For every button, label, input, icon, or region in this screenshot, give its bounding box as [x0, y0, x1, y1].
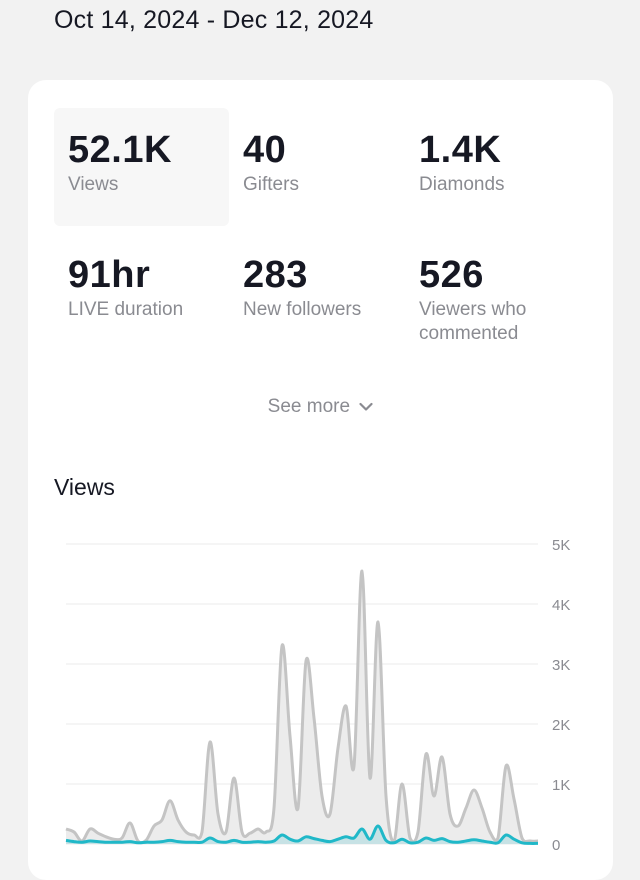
date-range: Oct 14, 2024 - Dec 12, 2024	[54, 6, 374, 34]
metric-new-followers[interactable]: 283 New followers	[229, 233, 404, 351]
metric-value: 40	[243, 129, 287, 171]
stats-card: 52.1K Views 40 Gifters 1.4K Diamonds 91h…	[28, 80, 613, 880]
y-tick-label: 1K	[552, 777, 570, 794]
metric-value: 283	[243, 254, 308, 296]
metric-gifters[interactable]: 40 Gifters	[229, 108, 404, 226]
metric-label: Gifters	[243, 174, 299, 195]
metric-value: 52.1K	[68, 129, 172, 171]
chart-title: Views	[54, 474, 115, 500]
y-tick-label: 3K	[552, 657, 570, 674]
metric-views[interactable]: 52.1K Views	[54, 108, 229, 226]
views-chart: 0 1K 2K 3K 4K 5K	[65, 537, 570, 853]
series-line-1	[65, 824, 539, 845]
metric-diamonds[interactable]: 1.4K Diamonds	[405, 108, 580, 226]
metric-label: LIVE duration	[68, 299, 184, 320]
y-tick-label: 2K	[552, 717, 570, 734]
y-tick-label: 4K	[552, 597, 570, 614]
series-area-0	[66, 570, 538, 844]
see-more-label: See more	[267, 396, 351, 418]
metric-value: 526	[419, 254, 484, 296]
metric-value: 91hr	[68, 254, 151, 296]
metric-label: Diamonds	[419, 174, 505, 195]
metric-live-duration[interactable]: 91hr LIVE duration	[54, 233, 229, 351]
y-tick-label: 5K	[552, 537, 570, 554]
metric-value: 1.4K	[419, 129, 502, 171]
metric-label: Views	[68, 174, 119, 195]
series-line-0	[65, 569, 539, 845]
metric-label: New followers	[243, 299, 362, 320]
chevron-down-icon	[359, 396, 373, 418]
see-more-button[interactable]: See more	[28, 396, 613, 418]
y-tick-label: 0	[552, 837, 560, 853]
metric-viewers-commented[interactable]: 526 Viewers who commented	[405, 233, 580, 351]
metric-label: Viewers who commented	[419, 299, 527, 344]
